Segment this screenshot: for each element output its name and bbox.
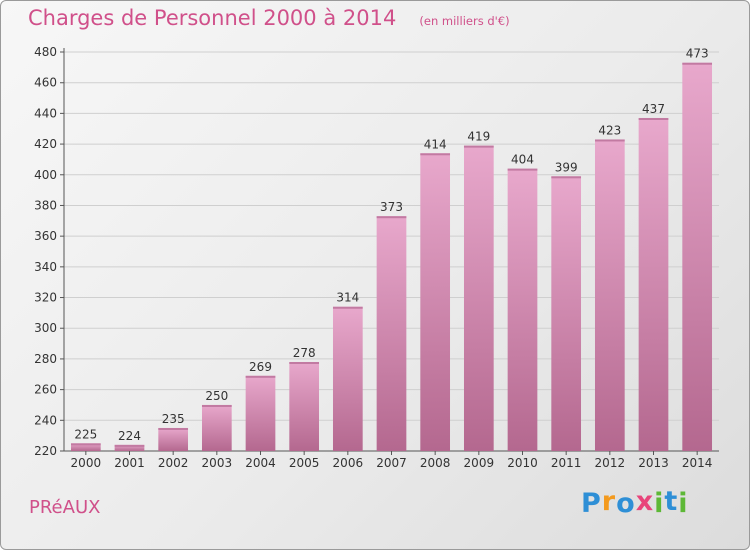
x-tick-label: 2008 <box>420 456 451 470</box>
value-label: 269 <box>249 360 272 374</box>
bar-2009[interactable] <box>463 145 494 451</box>
bar-top-edge <box>158 427 189 430</box>
value-label: 225 <box>74 427 97 441</box>
bar-top-edge <box>507 168 538 171</box>
logo-letter: o <box>616 488 636 519</box>
x-tick-label: 2000 <box>71 456 102 470</box>
logo-letter: P <box>581 488 602 519</box>
chart-subtitle: (en milliers d'€) <box>419 14 510 28</box>
logo-letter: i <box>654 488 665 519</box>
x-tick-label: 2004 <box>245 456 276 470</box>
y-tick-label: 260 <box>34 383 57 397</box>
bar-top-edge <box>332 306 363 309</box>
y-tick-label: 440 <box>34 106 57 120</box>
bar-top-edge <box>420 153 451 156</box>
value-label: 437 <box>642 102 665 116</box>
bar-top-edge <box>201 404 232 407</box>
bar-2007[interactable] <box>376 216 407 451</box>
value-label: 373 <box>380 200 403 214</box>
value-label: 423 <box>598 123 621 137</box>
y-tick-label: 480 <box>34 45 57 59</box>
bar-top-edge <box>245 375 276 378</box>
logo-letter: t <box>664 486 679 517</box>
value-label: 473 <box>686 47 709 61</box>
y-tick-label: 280 <box>34 352 57 366</box>
bar-top-edge <box>551 176 582 179</box>
value-label: 404 <box>511 153 534 167</box>
bar-2000[interactable] <box>70 443 101 451</box>
x-tick-label: 2001 <box>114 456 145 470</box>
title-row: Charges de Personnel 2000 à 2014 (en mil… <box>28 6 510 30</box>
bar-2005[interactable] <box>289 361 320 451</box>
bar-2008[interactable] <box>420 153 451 452</box>
bar-2004[interactable] <box>245 375 276 451</box>
logo-letter: r <box>601 486 617 517</box>
bar-top-edge <box>114 444 145 447</box>
x-tick-label: 2002 <box>158 456 189 470</box>
value-label: 235 <box>162 412 185 426</box>
y-tick-label: 220 <box>34 444 57 458</box>
value-label: 399 <box>555 160 578 174</box>
value-label: 278 <box>293 346 316 360</box>
bar-2010[interactable] <box>507 168 538 451</box>
x-tick-label: 2009 <box>464 456 495 470</box>
place-name: PRéAUX <box>29 497 101 518</box>
bar-2003[interactable] <box>201 404 232 451</box>
x-tick-label: 2013 <box>638 456 669 470</box>
y-tick-label: 420 <box>34 137 57 151</box>
chart-title: Charges de Personnel 2000 à 2014 <box>28 6 397 30</box>
x-tick-label: 2012 <box>595 456 626 470</box>
y-tick-label: 340 <box>34 260 57 274</box>
x-tick-label: 2003 <box>202 456 233 470</box>
bar-top-edge <box>463 145 494 148</box>
x-tick-label: 2005 <box>289 456 320 470</box>
value-label: 314 <box>336 291 359 305</box>
bars <box>70 62 713 452</box>
value-label: 250 <box>205 389 228 403</box>
bar-2006[interactable] <box>332 306 363 451</box>
bar-top-edge <box>682 62 713 65</box>
x-tick-label: 2006 <box>333 456 364 470</box>
bar-2013[interactable] <box>638 117 669 451</box>
x-tick-label: 2010 <box>507 456 538 470</box>
x-tick-label: 2011 <box>551 456 582 470</box>
x-tick-label: 2014 <box>682 456 713 470</box>
bar-2012[interactable] <box>594 139 625 451</box>
y-tick-label: 240 <box>34 413 57 427</box>
y-tick-label: 400 <box>34 168 57 182</box>
bar-top-edge <box>70 443 101 446</box>
bar-2011[interactable] <box>551 176 582 452</box>
bar-2002[interactable] <box>158 427 189 451</box>
y-tick-label: 380 <box>34 198 57 212</box>
bar-2001[interactable] <box>114 444 145 451</box>
logo-letter: i <box>678 488 689 519</box>
y-tick-label: 460 <box>34 76 57 90</box>
value-label: 419 <box>467 130 490 144</box>
bar-2014[interactable] <box>682 62 713 451</box>
bar-top-edge <box>594 139 625 142</box>
labels: 220 240 260 280 300 320 340 360 380 400 420 440 460 4… <box>34 45 712 470</box>
y-tick-label: 320 <box>34 291 57 305</box>
logo-letter: x <box>635 486 655 517</box>
bar-top-edge <box>289 361 320 364</box>
y-tick-label: 360 <box>34 229 57 243</box>
x-tick-label: 2007 <box>376 456 407 470</box>
bar-top-edge <box>376 216 407 219</box>
value-label: 224 <box>118 429 141 443</box>
value-label: 414 <box>424 137 447 151</box>
y-tick-label: 300 <box>34 321 57 335</box>
proxiti-logo[interactable]: Proxiti <box>581 486 689 519</box>
bar-top-edge <box>638 117 669 120</box>
